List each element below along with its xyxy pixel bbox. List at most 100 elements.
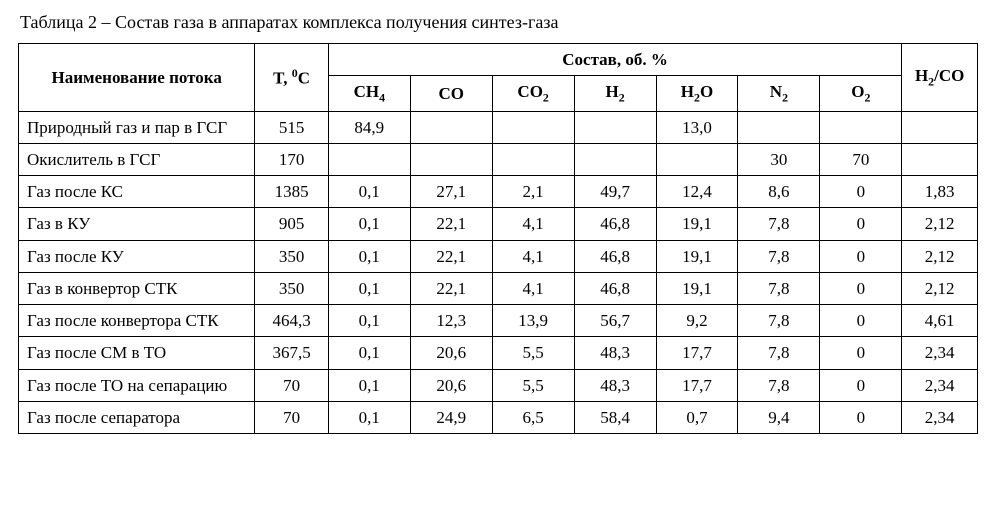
cell-co2: 2,1 bbox=[492, 176, 574, 208]
cell-co2 bbox=[492, 143, 574, 175]
cell-stream-name: Окислитель в ГСГ bbox=[19, 143, 255, 175]
cell-stream-name: Газ после СМ в ТО bbox=[19, 337, 255, 369]
cell-o2: 0 bbox=[820, 337, 902, 369]
cell-ch4: 0,1 bbox=[328, 337, 410, 369]
table-row: Газ после СМ в ТО367,50,120,65,548,317,7… bbox=[19, 337, 978, 369]
cell-h2: 46,8 bbox=[574, 208, 656, 240]
cell-ch4: 0,1 bbox=[328, 176, 410, 208]
col-header-h2co: H2/CO bbox=[902, 44, 978, 112]
cell-co2: 6,5 bbox=[492, 401, 574, 433]
cell-co: 24,9 bbox=[410, 401, 492, 433]
cell-n2: 7,8 bbox=[738, 208, 820, 240]
table-row: Окислитель в ГСГ170 3070 bbox=[19, 143, 978, 175]
cell-h2co: 2,34 bbox=[902, 369, 978, 401]
col-header-h2: H2 bbox=[574, 76, 656, 111]
cell-ch4: 0,1 bbox=[328, 369, 410, 401]
cell-h2 bbox=[574, 143, 656, 175]
col-header-h2o: H2O bbox=[656, 76, 738, 111]
cell-n2: 7,8 bbox=[738, 272, 820, 304]
cell-co bbox=[410, 111, 492, 143]
col-header-o2: O2 bbox=[820, 76, 902, 111]
cell-h2o: 17,7 bbox=[656, 337, 738, 369]
col-header-temperature: T, 0C bbox=[255, 44, 329, 112]
cell-h2co: 1,83 bbox=[902, 176, 978, 208]
table-row: Газ после КУ3500,122,14,146,819,17,802,1… bbox=[19, 240, 978, 272]
cell-n2: 7,8 bbox=[738, 337, 820, 369]
cell-stream-name: Газ в конвертор СТК bbox=[19, 272, 255, 304]
cell-h2o: 13,0 bbox=[656, 111, 738, 143]
col-header-stream-name: Наименование потока bbox=[19, 44, 255, 112]
cell-stream-name: Газ в КУ bbox=[19, 208, 255, 240]
cell-co bbox=[410, 143, 492, 175]
cell-h2o: 19,1 bbox=[656, 272, 738, 304]
cell-stream-name: Природный газ и пар в ГСГ bbox=[19, 111, 255, 143]
cell-co: 22,1 bbox=[410, 208, 492, 240]
table-caption: Таблица 2 – Состав газа в аппаратах комп… bbox=[20, 12, 980, 33]
table-row: Газ после конвертора СТК464,30,112,313,9… bbox=[19, 305, 978, 337]
cell-h2: 48,3 bbox=[574, 369, 656, 401]
cell-h2: 58,4 bbox=[574, 401, 656, 433]
cell-co: 22,1 bbox=[410, 240, 492, 272]
cell-n2: 7,8 bbox=[738, 305, 820, 337]
cell-co: 20,6 bbox=[410, 369, 492, 401]
col-header-composition: Состав, об. % bbox=[328, 44, 901, 76]
cell-stream-name: Газ после ТО на сепарацию bbox=[19, 369, 255, 401]
cell-co2: 5,5 bbox=[492, 369, 574, 401]
cell-stream-name: Газ после сепаратора bbox=[19, 401, 255, 433]
cell-t: 350 bbox=[255, 240, 329, 272]
cell-stream-name: Газ после КС bbox=[19, 176, 255, 208]
table-row: Газ после ТО на сепарацию700,120,65,548,… bbox=[19, 369, 978, 401]
cell-o2: 0 bbox=[820, 176, 902, 208]
cell-ch4: 0,1 bbox=[328, 208, 410, 240]
cell-ch4: 84,9 bbox=[328, 111, 410, 143]
cell-h2o: 19,1 bbox=[656, 208, 738, 240]
cell-co: 20,6 bbox=[410, 337, 492, 369]
cell-co2: 13,9 bbox=[492, 305, 574, 337]
cell-t: 515 bbox=[255, 111, 329, 143]
cell-co: 22,1 bbox=[410, 272, 492, 304]
cell-h2co: 2,12 bbox=[902, 272, 978, 304]
cell-o2: 0 bbox=[820, 272, 902, 304]
gas-composition-table: Наименование потока T, 0C Состав, об. % … bbox=[18, 43, 978, 434]
cell-ch4: 0,1 bbox=[328, 401, 410, 433]
cell-co2: 4,1 bbox=[492, 208, 574, 240]
cell-o2: 0 bbox=[820, 208, 902, 240]
cell-n2 bbox=[738, 111, 820, 143]
cell-o2: 0 bbox=[820, 305, 902, 337]
cell-co: 12,3 bbox=[410, 305, 492, 337]
cell-h2co bbox=[902, 111, 978, 143]
cell-co2: 5,5 bbox=[492, 337, 574, 369]
cell-h2o: 0,7 bbox=[656, 401, 738, 433]
cell-t: 350 bbox=[255, 272, 329, 304]
cell-h2o: 19,1 bbox=[656, 240, 738, 272]
cell-h2co: 2,12 bbox=[902, 208, 978, 240]
col-header-co: CO bbox=[410, 76, 492, 111]
cell-n2: 30 bbox=[738, 143, 820, 175]
cell-n2: 9,4 bbox=[738, 401, 820, 433]
cell-ch4: 0,1 bbox=[328, 305, 410, 337]
cell-h2 bbox=[574, 111, 656, 143]
cell-h2: 46,8 bbox=[574, 240, 656, 272]
cell-h2o: 9,2 bbox=[656, 305, 738, 337]
cell-co2: 4,1 bbox=[492, 272, 574, 304]
cell-o2: 70 bbox=[820, 143, 902, 175]
col-header-n2: N2 bbox=[738, 76, 820, 111]
cell-h2co: 2,34 bbox=[902, 337, 978, 369]
cell-n2: 7,8 bbox=[738, 369, 820, 401]
cell-co2: 4,1 bbox=[492, 240, 574, 272]
col-header-ch4: CH4 bbox=[328, 76, 410, 111]
cell-h2: 49,7 bbox=[574, 176, 656, 208]
cell-t: 367,5 bbox=[255, 337, 329, 369]
cell-stream-name: Газ после КУ bbox=[19, 240, 255, 272]
cell-t: 70 bbox=[255, 369, 329, 401]
cell-t: 70 bbox=[255, 401, 329, 433]
cell-h2co bbox=[902, 143, 978, 175]
cell-t: 170 bbox=[255, 143, 329, 175]
cell-h2o: 12,4 bbox=[656, 176, 738, 208]
cell-t: 905 bbox=[255, 208, 329, 240]
cell-o2: 0 bbox=[820, 401, 902, 433]
table-row: Газ в КУ9050,122,14,146,819,17,802,12 bbox=[19, 208, 978, 240]
cell-t: 464,3 bbox=[255, 305, 329, 337]
cell-h2co: 2,34 bbox=[902, 401, 978, 433]
cell-h2co: 4,61 bbox=[902, 305, 978, 337]
